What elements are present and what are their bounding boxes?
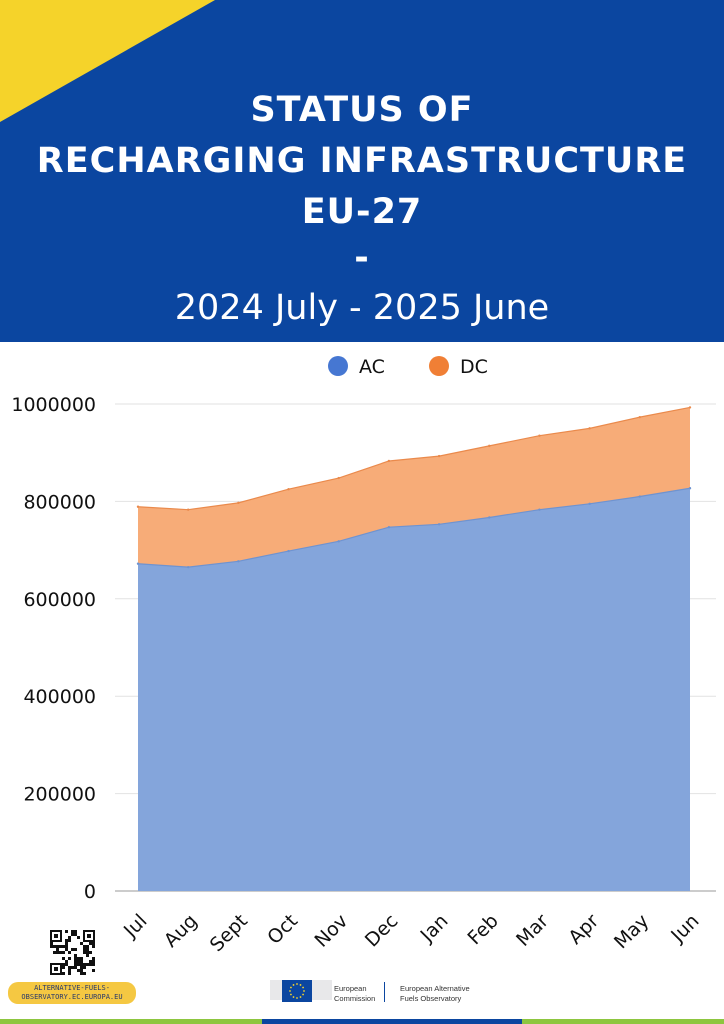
legend-label-ac: AC: [359, 356, 385, 378]
y-tick-label: 800000: [23, 491, 96, 513]
area-series-ac: [138, 488, 690, 891]
x-tick-label: Jan: [416, 910, 453, 947]
x-tick-label: Aug: [160, 910, 202, 952]
y-tick-label: 1000000: [11, 394, 96, 416]
page-title-line-2: RECHARGING INFRASTRUCTURE: [36, 141, 688, 181]
x-tick-label: Mar: [512, 910, 553, 951]
point-ac-Apr: [588, 502, 591, 506]
x-tick-label: Apr: [564, 910, 603, 949]
point-dc-Dec: [387, 459, 391, 463]
afo-label: European Alternative Fuels Observatory: [400, 984, 470, 1003]
point-ac-May: [638, 495, 642, 498]
y-tick-label: 600000: [23, 589, 96, 611]
logo-divider: [384, 982, 385, 1002]
point-dc-Nov: [337, 476, 340, 480]
bottom-bar-segment-1: [0, 1019, 262, 1024]
point-ac-Oct: [287, 549, 290, 553]
point-dc-Apr: [588, 427, 591, 430]
point-dc-Jun: [688, 406, 692, 409]
x-tick-label: Dec: [361, 910, 403, 952]
header-banner: STATUS OF RECHARGING INFRASTRUCTURE EU-2…: [0, 0, 724, 342]
point-ac-Jan: [437, 523, 441, 526]
european-commission-logo: [270, 980, 332, 1002]
y-axis: 0 200000 400000 600000 800000 1000000: [11, 394, 96, 903]
area-line-ac: [137, 487, 691, 568]
chart-legend: AC DC: [328, 356, 488, 378]
x-tick-label: Feb: [463, 910, 502, 949]
x-tick-label: Jul: [119, 910, 151, 942]
point-dc-Jan: [437, 454, 441, 458]
page-title-line-4: -: [354, 238, 370, 278]
point-ac-Jun: [688, 487, 692, 490]
legend-swatch-ac: [328, 356, 348, 376]
qr-code-icon[interactable]: [50, 930, 95, 975]
x-tick-label: Sept: [206, 910, 252, 952]
page-title-line-3: EU-27: [301, 192, 423, 232]
chart-areas: [136, 406, 692, 891]
point-dc-Mar: [538, 434, 541, 437]
x-tick-label: Oct: [263, 910, 302, 949]
point-ac-Sept: [237, 560, 240, 563]
bottom-bar-segment-2: [262, 1019, 522, 1024]
x-axis: Jul Aug Sept Oct Nov Dec Jan Feb Mar Apr May Jun: [119, 910, 703, 952]
point-dc-Sept: [237, 501, 240, 505]
bottom-bar-segment-3: [522, 1019, 724, 1024]
x-tick-label: May: [610, 910, 653, 952]
x-tick-label: Jun: [666, 910, 703, 947]
yellow-corner-triangle: [0, 0, 215, 122]
point-ac-Jul: [136, 562, 140, 565]
x-tick-label: Nov: [310, 910, 352, 952]
legend-label-dc: DC: [460, 356, 488, 378]
european-commission-label: European Commission: [334, 984, 376, 1003]
bottom-color-bar: [0, 1019, 724, 1024]
page-title-line-1: STATUS OF: [250, 90, 474, 130]
point-dc-Feb: [488, 444, 491, 448]
point-dc-May: [638, 415, 642, 419]
area-line-dc: [137, 406, 691, 511]
point-ac-Feb: [488, 516, 491, 519]
point-dc-Aug: [186, 508, 190, 511]
y-tick-label: 400000: [23, 686, 96, 708]
y-tick-label: 0: [84, 881, 96, 903]
page-subtitle: 2024 July - 2025 June: [174, 288, 550, 328]
point-ac-Aug: [186, 565, 190, 569]
point-ac-Dec: [387, 526, 391, 529]
legend-swatch-dc: [429, 356, 449, 376]
area-chart: AC DC 0 200000 400000 600000 800000 1000000 Ju…: [11, 356, 716, 952]
point-dc-Oct: [287, 488, 290, 491]
observatory-url-badge[interactable]: ALTERNATIVE-FUELS- OBSERVATORY.EC.EUROPA…: [8, 982, 136, 1004]
area-series-dc: [138, 407, 690, 568]
point-ac-Mar: [538, 508, 541, 511]
point-dc-Jul: [136, 505, 140, 508]
point-ac-Nov: [337, 540, 340, 543]
y-tick-label: 200000: [23, 784, 96, 806]
